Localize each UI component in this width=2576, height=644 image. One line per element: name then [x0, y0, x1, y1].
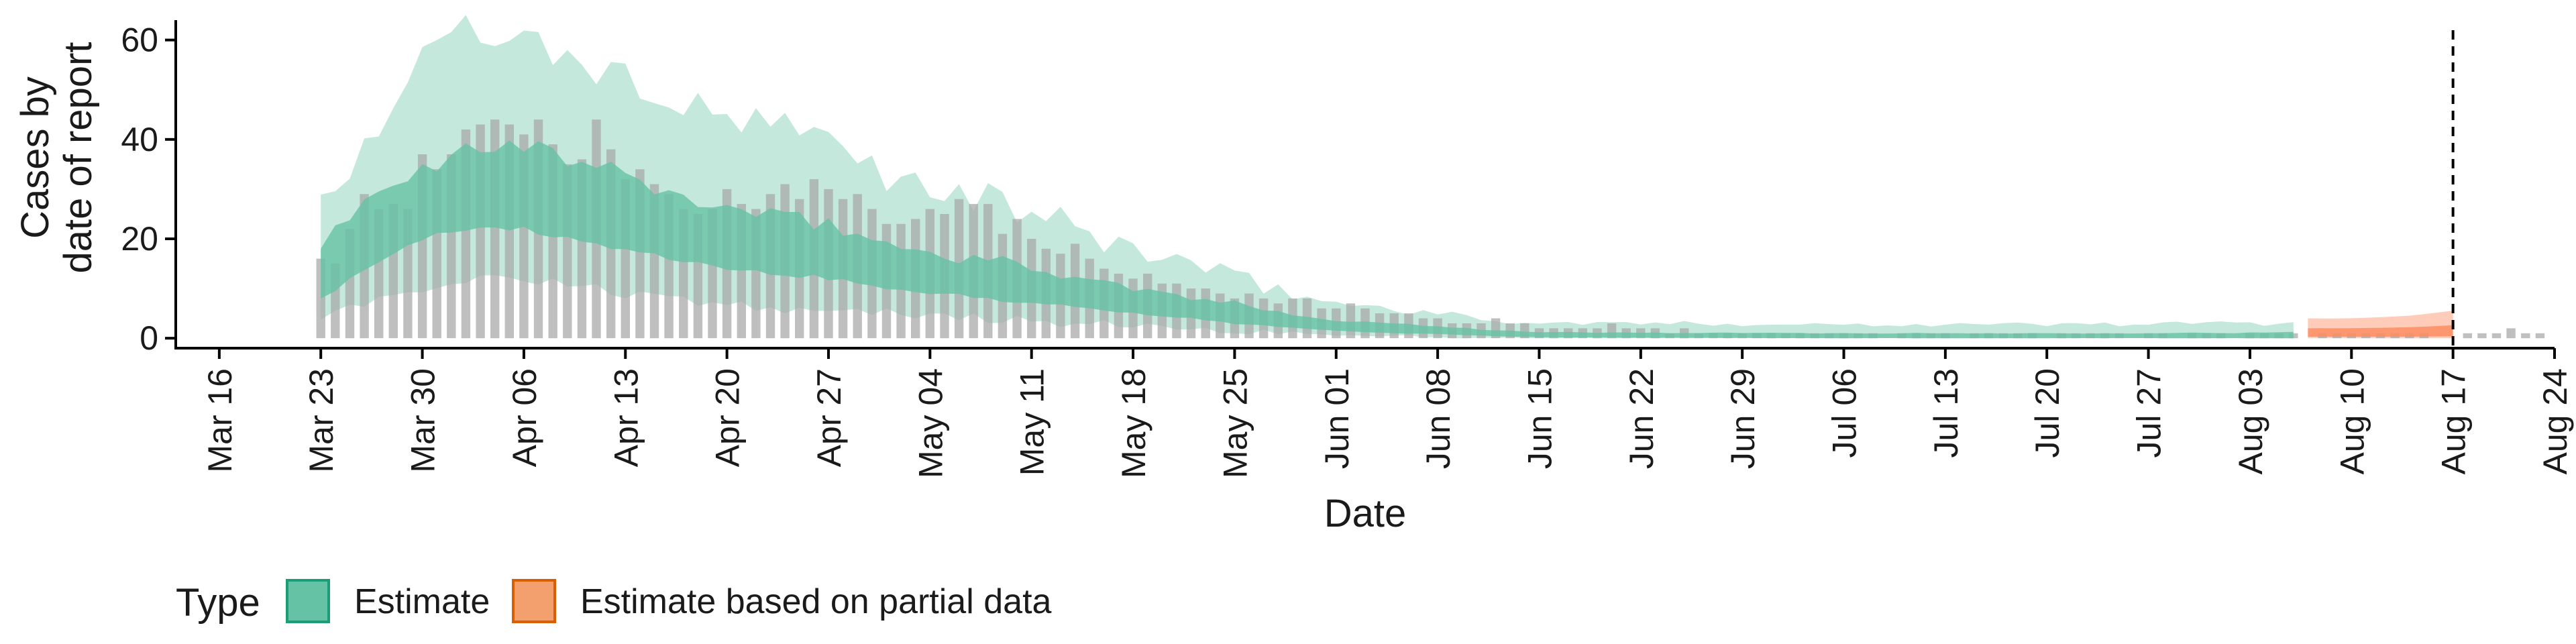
x-axis-title: Date	[1324, 492, 1407, 535]
legend-swatch-estimate	[286, 579, 330, 623]
x-tick-label: Jun 01	[1318, 368, 1356, 469]
x-tick-label: Aug 24	[2536, 368, 2574, 474]
x-tick-label: Aug 10	[2333, 368, 2371, 474]
x-tick-label: May 04	[912, 368, 949, 478]
y-tick-label: 40	[121, 121, 158, 158]
x-tick-label: Apr 13	[607, 368, 645, 467]
x-tick-label: Jul 20	[2029, 368, 2066, 458]
x-tick-label: May 25	[1216, 368, 1254, 478]
median-ribbon-layer	[321, 140, 2453, 339]
legend-label-estimate: Estimate	[354, 582, 490, 621]
y-axis-title-line1: Cases by	[13, 76, 57, 239]
y-axis-title-line2: date of report	[56, 42, 100, 274]
x-tick-label: Jul 27	[2131, 368, 2168, 458]
partial-inner-ribbon	[2308, 325, 2453, 337]
x-tick-label: Jul 13	[1927, 368, 1965, 458]
case-bar	[2491, 333, 2502, 339]
x-tick-label: May 11	[1014, 368, 1051, 476]
case-bar	[2521, 333, 2530, 339]
x-tick-label: Jun 29	[1724, 368, 1762, 469]
x-tick-label: Apr 20	[709, 368, 747, 467]
x-tick-label: Mar 30	[405, 368, 442, 473]
case-bar	[2463, 333, 2472, 339]
case-bar	[2506, 328, 2516, 339]
case-bar	[1346, 303, 1356, 339]
x-tick-label: Aug 17	[2435, 368, 2473, 474]
legend-label-partial: Estimate based on partial data	[580, 582, 1052, 621]
legend-title: Type	[176, 581, 260, 625]
x-tick-label: Jun 15	[1521, 368, 1559, 469]
x-tick-label: Mar 16	[201, 368, 239, 473]
x-tick-label: Jun 22	[1623, 368, 1660, 469]
x-tick-label: Jun 08	[1419, 368, 1457, 469]
x-tick-label: Jul 06	[1826, 368, 1864, 458]
x-tick-label: Apr 27	[810, 368, 848, 467]
case-bar	[2535, 333, 2545, 339]
y-tick-label: 60	[121, 21, 158, 59]
legend-swatch-partial	[512, 579, 556, 623]
y-tick-label: 20	[121, 220, 158, 258]
case-bar	[2477, 333, 2487, 339]
x-tick-label: Apr 06	[506, 368, 543, 467]
x-tick-label: Mar 23	[303, 368, 340, 473]
x-tick-label: May 18	[1115, 368, 1152, 478]
axes-layer: 0 20 40 60 Mar 16 Mar 23 Mar 30 Apr 06 Apr 13 Apr…	[121, 20, 2574, 478]
x-tick-label: Aug 03	[2232, 368, 2269, 474]
legend: Type Estimate Estimate based on partial …	[176, 579, 1052, 625]
y-tick-label: 0	[140, 319, 158, 357]
estimate-inner-ribbon	[321, 140, 2294, 339]
